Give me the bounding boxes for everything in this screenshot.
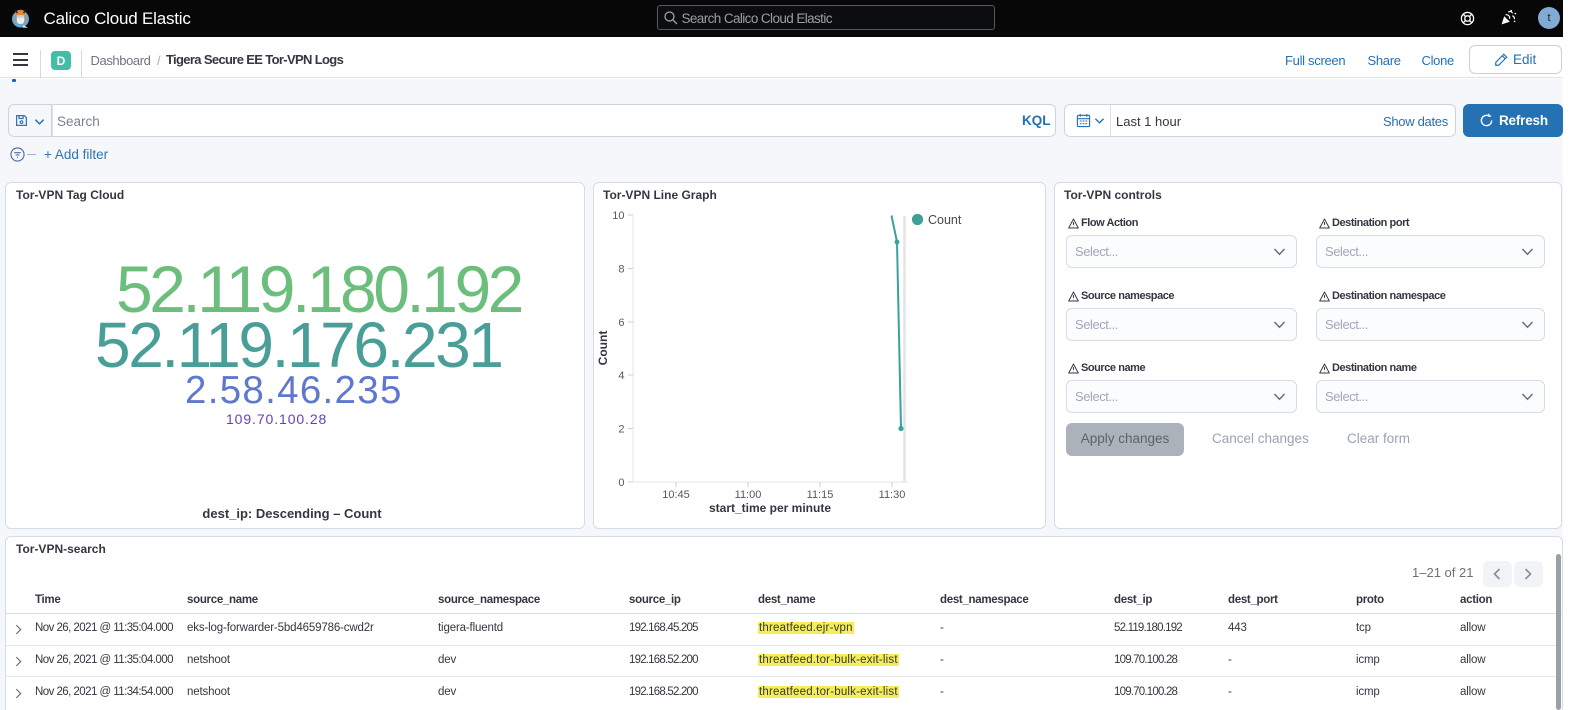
svg-text:0: 0 — [618, 477, 624, 489]
svg-text:6: 6 — [618, 317, 624, 329]
svg-text:10: 10 — [612, 210, 624, 222]
svg-text:11:30: 11:30 — [879, 489, 906, 501]
svg-text:10:45: 10:45 — [662, 489, 690, 501]
svg-text:11:15: 11:15 — [807, 489, 834, 501]
svg-text:2: 2 — [618, 424, 624, 436]
svg-text:4: 4 — [618, 370, 624, 382]
svg-text:Count: Count — [928, 213, 962, 227]
svg-text:start_time per minute: start_time per minute — [709, 501, 831, 515]
svg-text:11:00: 11:00 — [735, 489, 762, 501]
svg-text:8: 8 — [618, 264, 624, 276]
svg-text:Count: Count — [596, 331, 610, 366]
